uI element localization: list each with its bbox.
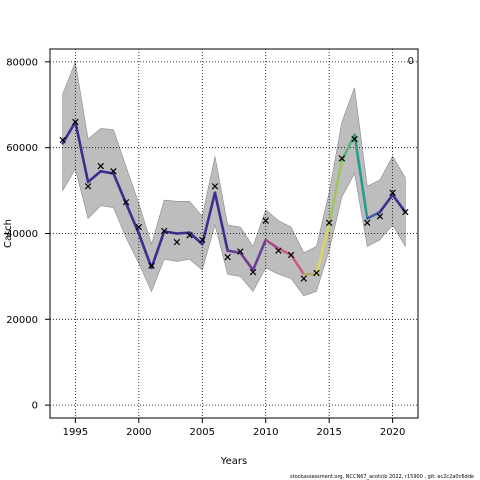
- observed-point: [300, 275, 308, 282]
- observed-point: [325, 219, 333, 226]
- observed-point: [249, 268, 257, 276]
- observed-point: [338, 155, 346, 162]
- observed-point: [59, 136, 66, 144]
- observed-point: [122, 198, 130, 206]
- observed-point: [97, 162, 104, 170]
- observed-point: [224, 253, 231, 261]
- observed-point: [160, 227, 168, 235]
- observed-point: [389, 189, 396, 196]
- x-tick-label: 2005: [190, 427, 215, 438]
- fit-segment: [353, 133, 369, 220]
- observed-point: [402, 208, 409, 216]
- footer-credit: stockassessment.org, NCCN67_acots\b 2022…: [290, 474, 474, 480]
- observed-point: [211, 183, 219, 190]
- fit-segment: [150, 230, 166, 270]
- fit-segment: [251, 238, 268, 272]
- y-tick-label: 20000: [6, 315, 38, 326]
- fit-segment: [74, 120, 90, 184]
- x-tick-label: 2000: [126, 427, 151, 438]
- observed-points-layer: [59, 118, 409, 282]
- x-axis: 1995 2000 2005 2010 2015 2020: [63, 418, 405, 438]
- y-tick-label: 80000: [6, 57, 38, 68]
- fit-segment: [277, 247, 293, 257]
- observed-point: [313, 269, 320, 277]
- observed-point: [110, 168, 117, 175]
- x-axis-title: Years: [220, 456, 247, 467]
- fit-segment: [315, 223, 331, 276]
- observed-point: [72, 118, 79, 126]
- fit-segment: [378, 193, 394, 214]
- observed-point: [199, 236, 206, 244]
- observed-point: [262, 217, 269, 224]
- observed-point: [173, 238, 181, 246]
- observed-point: [84, 183, 92, 190]
- x-tick-label: 2010: [253, 427, 278, 438]
- x-tick-label: 2020: [380, 427, 405, 438]
- confidence-band-layer: [62, 60, 406, 297]
- y-axis: 0 20000 40000 60000 80000: [6, 57, 50, 412]
- fit-segment: [213, 191, 229, 252]
- fit-segment: [239, 251, 255, 272]
- y-tick-label: 0: [32, 401, 38, 412]
- fit-segment: [289, 253, 306, 276]
- observed-point: [135, 223, 143, 231]
- observed-point: [237, 248, 244, 255]
- fit-segment: [200, 191, 217, 246]
- observed-point: [376, 213, 384, 220]
- observed-point: [275, 247, 282, 254]
- fit-segment: [226, 249, 242, 255]
- observed-point: [364, 219, 371, 226]
- corner-label: 0: [408, 56, 414, 67]
- fit-segment: [61, 120, 77, 145]
- confidence-band: [62, 60, 406, 297]
- fit-segment: [327, 159, 344, 227]
- observed-point: [351, 135, 358, 143]
- observed-point: [148, 262, 155, 269]
- fit-segment: [137, 232, 153, 270]
- fit-segment: [86, 169, 103, 184]
- y-tick-label: 60000: [6, 143, 38, 154]
- observed-point: [287, 251, 295, 259]
- fit-segment: [162, 230, 179, 235]
- x-tick-label: 1995: [63, 427, 88, 438]
- fit-segment: [112, 172, 128, 205]
- observed-point: [186, 231, 193, 239]
- fit-segment: [264, 238, 280, 250]
- x-tick-label: 2015: [316, 427, 341, 438]
- fit-segment: [365, 210, 382, 220]
- y-tick-label: 40000: [6, 229, 38, 240]
- y-axis-title: Catch: [3, 219, 14, 248]
